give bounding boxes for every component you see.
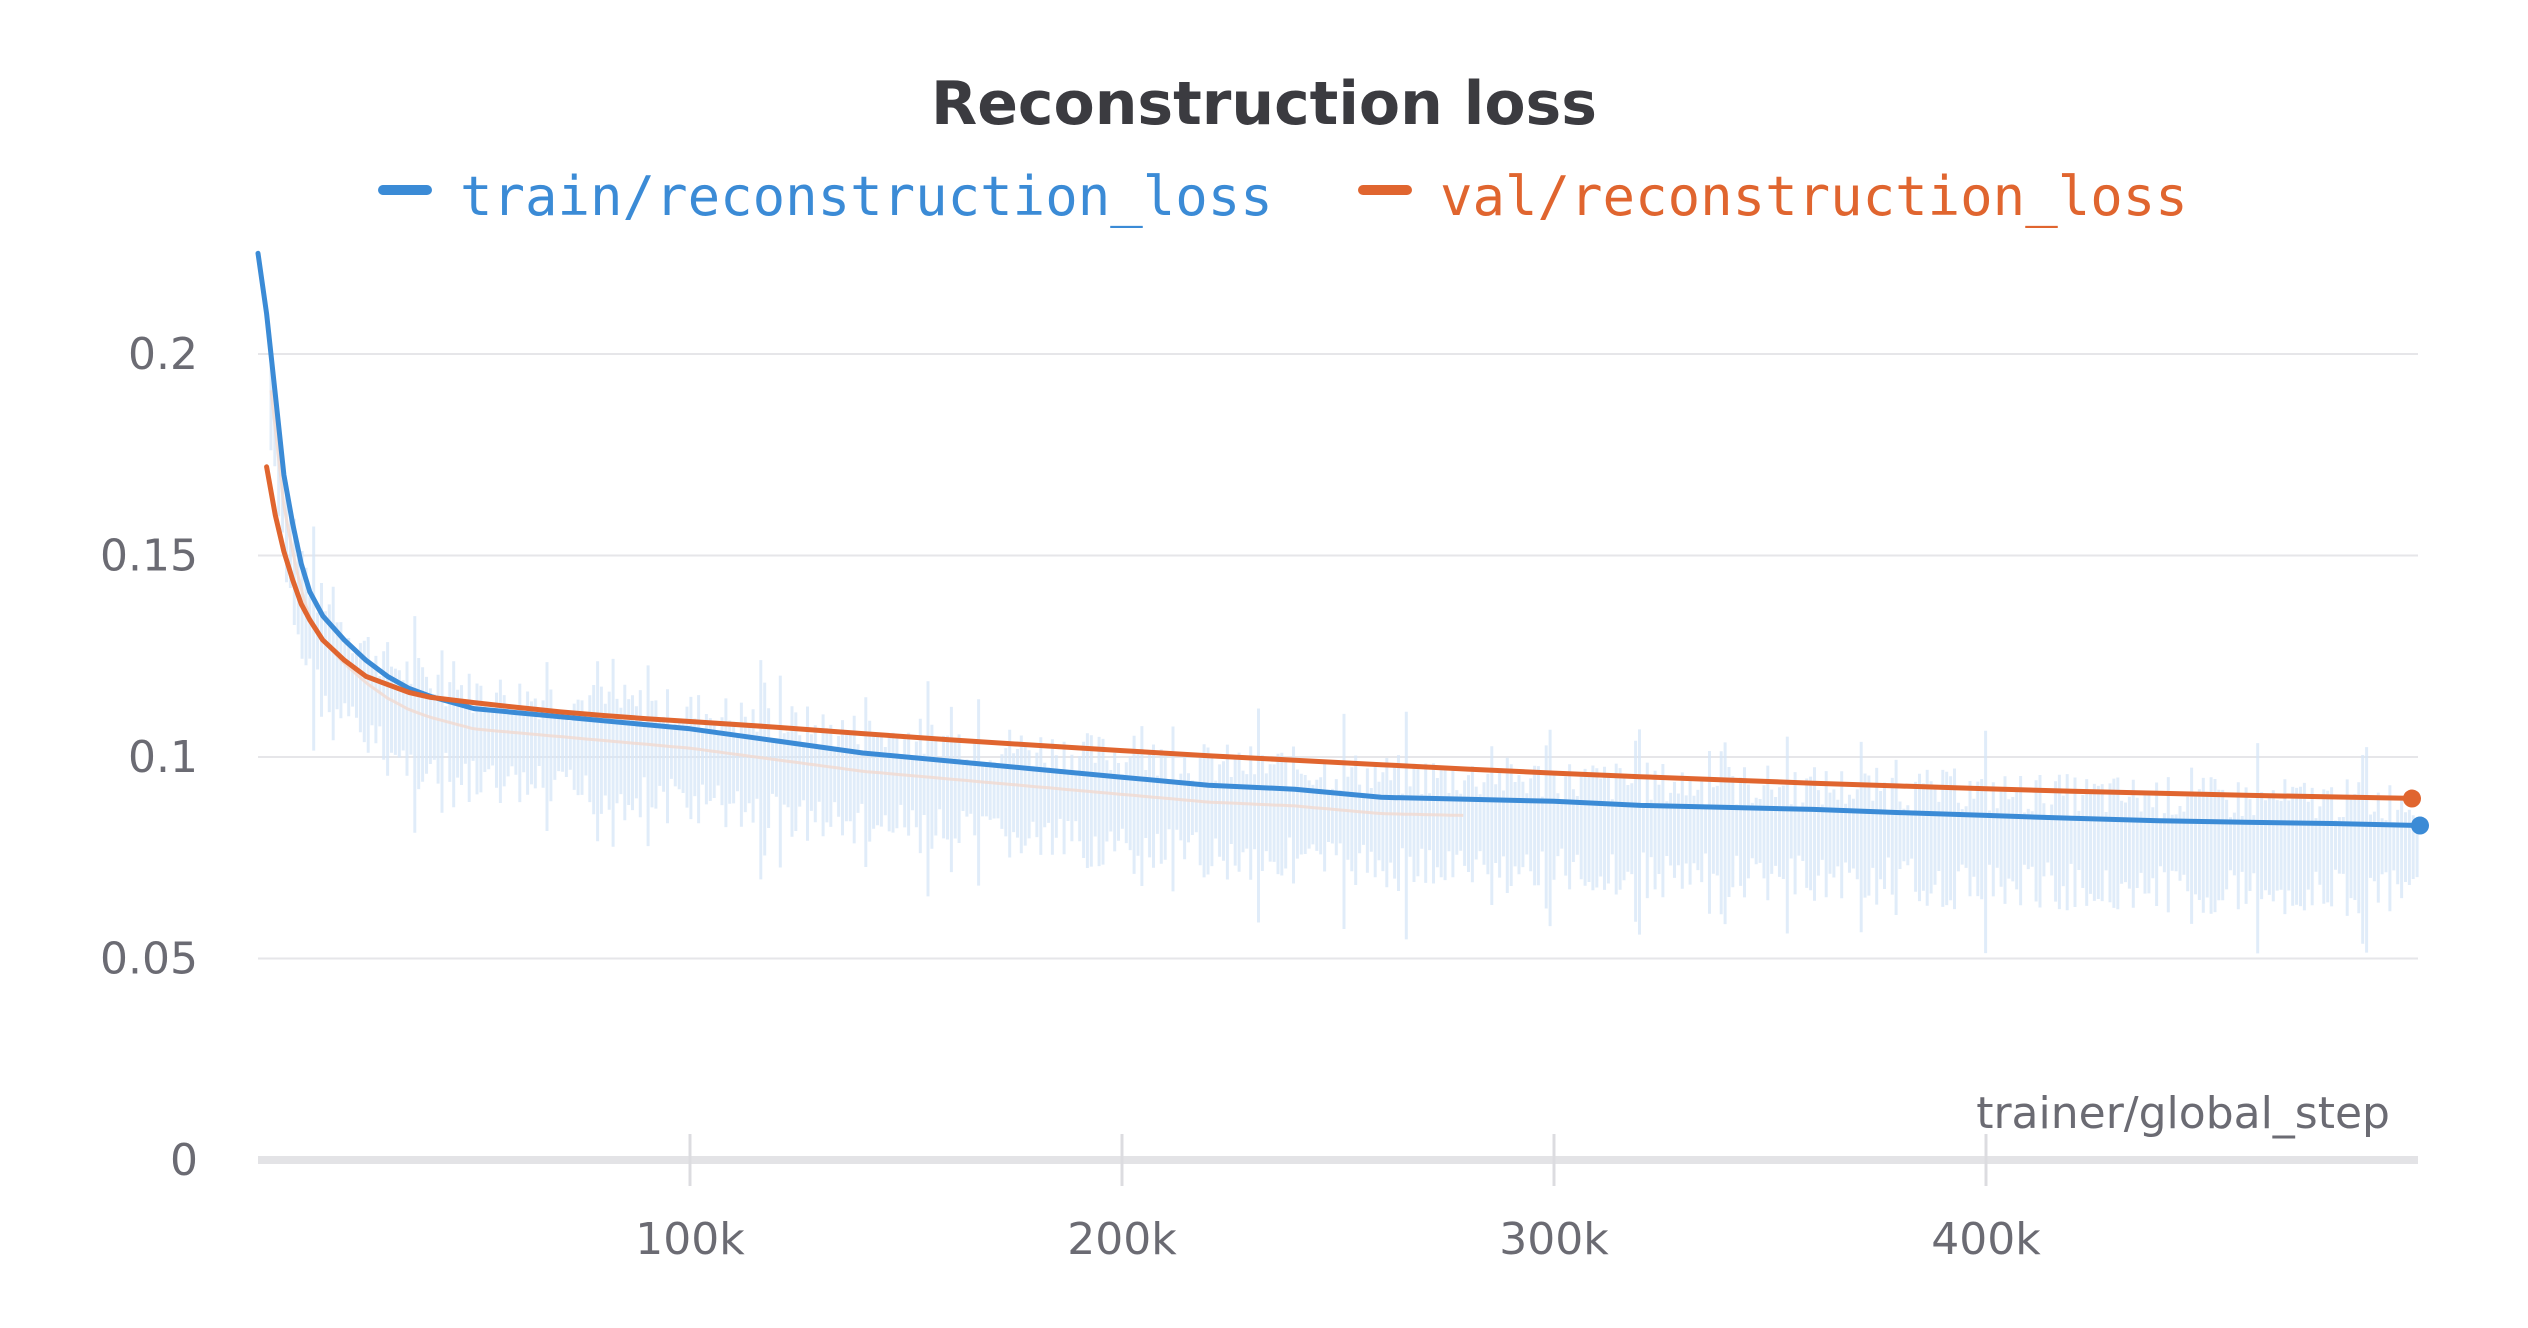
series-line-val (264, 464, 2421, 801)
y-tick-label: 0.05 (100, 934, 198, 985)
legend-item-val[interactable]: val/reconstruction_loss (1358, 165, 2188, 228)
train-raw-noise (269, 359, 2419, 954)
legend: train/reconstruction_loss val/reconstruc… (378, 165, 2188, 228)
axis-layer: 0 0.05 0.1 0.15 0.2 100k 200k 300k 400k (100, 329, 2418, 1265)
x-tick-label: 400k (1931, 1214, 2041, 1265)
series-layer (255, 250, 2429, 835)
legend-item-train[interactable]: train/reconstruction_loss (378, 165, 1273, 228)
series-end-point-val[interactable] (2403, 789, 2421, 808)
val-raw-trace (269, 390, 1464, 817)
chart-title: Reconstruction loss (931, 69, 1597, 139)
y-tick-label: 0.2 (128, 329, 198, 380)
x-axis-label: trainer/global_step (1976, 1088, 2390, 1139)
y-tick-label: 0.1 (128, 732, 198, 783)
series-line-train (255, 250, 2421, 828)
legend-swatch-train (378, 185, 432, 195)
raw-noise-layer (269, 359, 2419, 954)
x-tick-label: 300k (1499, 1214, 1609, 1265)
y-tick-label: 0 (170, 1135, 198, 1186)
x-tick-label: 100k (635, 1214, 745, 1265)
x-tick-label: 200k (1067, 1214, 1177, 1265)
legend-swatch-val (1358, 185, 1412, 195)
y-tick-label: 0.15 (100, 531, 198, 582)
legend-label-val: val/reconstruction_loss (1440, 165, 2188, 228)
series-end-point-train[interactable] (2411, 816, 2429, 835)
legend-label-train: train/reconstruction_loss (460, 165, 1273, 228)
